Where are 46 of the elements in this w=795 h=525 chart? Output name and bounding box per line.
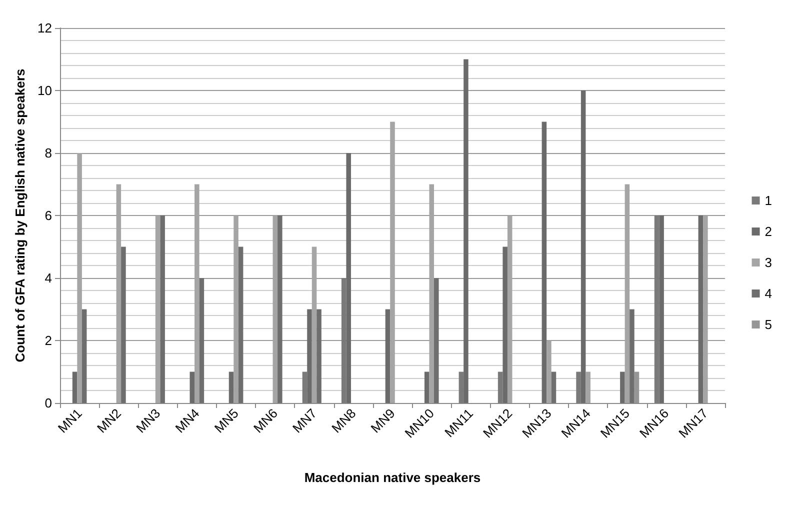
y-tick-label: 12 xyxy=(38,20,52,36)
legend-label: 5 xyxy=(764,317,772,332)
bar xyxy=(316,309,322,403)
y-tick-label: 4 xyxy=(44,270,52,286)
bar xyxy=(121,246,126,403)
y-tick-label: 8 xyxy=(44,146,52,160)
legend-label: 3 xyxy=(764,255,772,270)
y-tick-label: 0 xyxy=(44,396,52,410)
bar xyxy=(634,372,640,403)
bar xyxy=(498,372,503,403)
bar xyxy=(341,278,346,403)
bar xyxy=(385,309,390,403)
bar xyxy=(659,216,664,403)
bar xyxy=(580,90,586,403)
bar xyxy=(551,372,556,403)
y-tick-label: 2 xyxy=(44,333,52,348)
bar xyxy=(228,372,234,403)
bar xyxy=(302,372,308,403)
x-axis-title: Macedonian native speakers xyxy=(304,470,481,485)
bar xyxy=(199,278,204,403)
bar xyxy=(586,372,590,403)
bar xyxy=(82,309,87,403)
bar xyxy=(458,372,464,403)
bar xyxy=(620,372,625,403)
legend-label: 4 xyxy=(764,286,772,301)
bar xyxy=(278,216,282,403)
bar xyxy=(238,246,244,403)
y-tick-label: 6 xyxy=(44,208,52,223)
bar xyxy=(630,309,634,403)
bar xyxy=(346,153,351,403)
bar xyxy=(434,278,439,403)
bar xyxy=(576,372,581,403)
bar xyxy=(502,246,508,403)
bar xyxy=(654,216,660,403)
legend-label: 1 xyxy=(764,193,772,208)
bar xyxy=(424,372,430,403)
y-tick-label: 10 xyxy=(38,83,52,98)
bar xyxy=(542,122,547,403)
bar xyxy=(698,216,704,403)
bar xyxy=(72,372,78,403)
bar xyxy=(160,216,165,403)
y-axis-title: Count of GFA rating by English native speakers xyxy=(12,68,28,362)
bar xyxy=(464,59,468,403)
bar xyxy=(190,372,195,403)
bar xyxy=(307,309,312,403)
legend-label: 2 xyxy=(764,224,772,239)
